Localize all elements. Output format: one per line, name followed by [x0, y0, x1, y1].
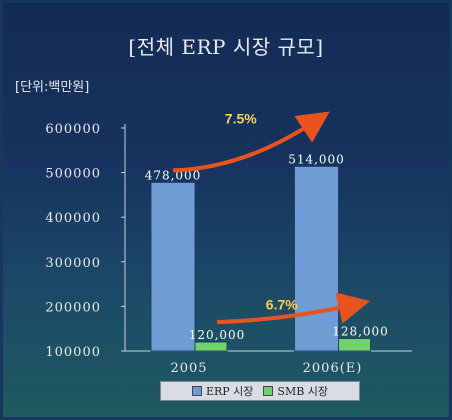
data-label: 128,000 — [332, 325, 389, 339]
legend-item-erp: ERP 시장 — [191, 383, 254, 399]
bar-erp-2005 — [150, 182, 196, 352]
y-tick-label: 100000 — [45, 345, 101, 360]
y-tick-label: 300000 — [45, 256, 101, 271]
legend-swatch-smb — [263, 386, 274, 396]
x-tick-label: 2006(E) — [303, 361, 363, 376]
data-label: 478,000 — [145, 168, 202, 182]
growth-arrow — [172, 111, 330, 173]
bar-smb-2006(E) — [338, 338, 371, 352]
growth-label: 6.7% — [266, 297, 298, 313]
data-label: 120,000 — [189, 328, 246, 342]
y-tick-label: 500000 — [45, 167, 101, 182]
legend: ERP 시장 SMB 시장 — [160, 381, 360, 401]
chart-title: [전체 ERP 시장 규모] — [128, 35, 324, 59]
x-tick-label: 2005 — [170, 361, 207, 376]
legend-swatch-erp — [191, 386, 202, 396]
bar-erp-2006(E) — [294, 165, 339, 352]
bar-smb-2005 — [194, 341, 228, 352]
y-tick-label: 400000 — [45, 211, 101, 226]
legend-item-smb: SMB 시장 — [263, 383, 328, 399]
data-label: 514,000 — [288, 152, 345, 166]
growth-arrow — [216, 292, 371, 325]
y-tick-label: 200000 — [45, 300, 101, 315]
legend-label-erp: ERP 시장 — [205, 385, 254, 398]
y-tick-label: 600000 — [45, 122, 101, 137]
unit-label: [단위:백만원] — [15, 80, 90, 95]
growth-label: 7.5% — [225, 110, 257, 126]
legend-label-smb: SMB 시장 — [277, 385, 329, 398]
